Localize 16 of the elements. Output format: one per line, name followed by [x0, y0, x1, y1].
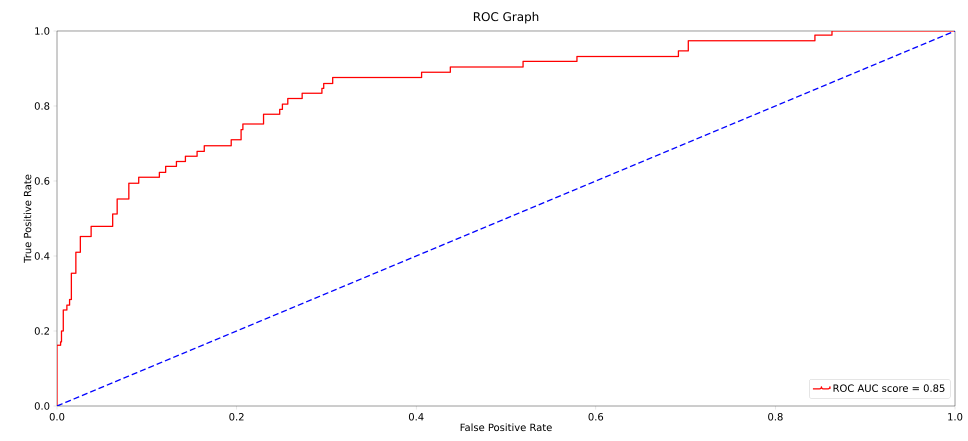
y-tick-label: 0.4: [34, 252, 50, 260]
legend-label: ROC AUC score = 0.85: [834, 384, 944, 392]
y-axis-title: True Positive Rate: [24, 174, 32, 263]
x-tick-label: 0.8: [768, 413, 783, 421]
x-tick-label: 0.4: [408, 413, 424, 421]
y-tick-label: 0.2: [34, 327, 49, 335]
y-tick-label: 0.6: [34, 177, 50, 185]
chart-title: ROC Graph: [474, 12, 538, 24]
x-tick-label: 1.0: [948, 413, 962, 421]
y-tick-label: 0.8: [34, 102, 50, 110]
x-axis-title: False Positive Rate: [460, 423, 552, 432]
x-tick-label: 0.6: [588, 413, 604, 421]
x-tick-label: 0.0: [50, 413, 64, 421]
x-tick-label: 0.2: [229, 413, 244, 421]
y-tick-label: 1.0: [35, 27, 50, 35]
y-tick-label: 0.0: [34, 402, 50, 410]
